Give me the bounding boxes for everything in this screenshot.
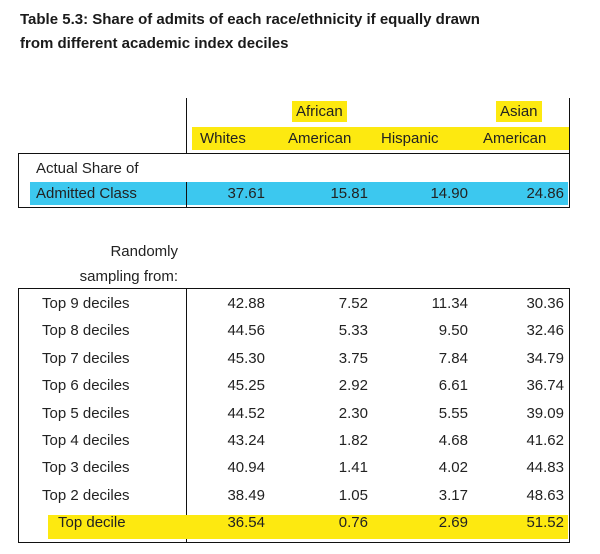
row-value-african-american: 1.82 [338,432,368,449]
actual-share-asian-american: 24.86 [526,185,564,202]
row-value-asian-american: 41.62 [526,432,564,449]
row-value-african-american: 1.41 [338,459,368,476]
actual-share-label-1: Actual Share of [36,160,139,177]
row-value-hispanic: 6.61 [438,377,468,394]
row-label: Top 9 deciles [42,295,130,312]
row-value-hispanic: 3.17 [438,487,468,504]
row-value-hispanic: 9.50 [438,322,468,339]
row-value-hispanic: 5.55 [438,405,468,422]
row-label: Top 6 deciles [42,377,130,394]
row-value-african-american: 2.92 [338,377,368,394]
sampling-table-box [18,288,570,543]
header-left-border [186,98,187,154]
header-african-line-1: African [292,101,347,122]
header-whites: Whites [200,130,246,147]
row-label: Top 3 deciles [42,459,130,476]
header-asian-line-2: American [483,130,547,147]
row-value-african-american: 1.05 [338,487,368,504]
table-title-line-1: Table 5.3: Share of admits of each race/… [20,11,480,28]
row-value-asian-american: 34.79 [526,350,564,367]
top-decile-highlight [48,515,568,539]
row-label: Top decile [58,514,126,531]
row-value-asian-american: 30.36 [526,295,564,312]
row-value-african-american: 2.30 [338,405,368,422]
row-value-asian-american: 44.83 [526,459,564,476]
actual-share-box [18,153,570,208]
row-value-whites: 44.56 [227,322,265,339]
row-value-asian-american: 39.09 [526,405,564,422]
sampling-table-divider [186,289,187,542]
header-right-border [569,98,570,154]
table-title: Table 5.3: Share of admits of each race/… [20,8,590,56]
row-value-whites: 43.24 [227,432,265,449]
row-value-whites: 45.30 [227,350,265,367]
actual-share-divider [186,182,187,207]
actual-share-highlight [30,182,568,205]
sampling-label-line-2: sampling from: [79,268,178,285]
row-value-african-american: 3.75 [338,350,368,367]
row-value-whites: 45.25 [227,377,265,394]
row-value-whites: 38.49 [227,487,265,504]
header-asian-line-1: Asian [496,101,542,122]
row-value-whites: 40.94 [227,459,265,476]
row-value-hispanic: 2.69 [438,514,468,531]
row-label: Top 7 deciles [42,350,130,367]
header-hispanic: Hispanic [381,130,439,147]
sampling-label-line-1: Randomly [110,243,178,260]
row-value-hispanic: 11.34 [431,295,468,312]
table-title-line-2: from different academic index deciles [20,35,289,52]
actual-share-african-american: 15.81 [330,185,368,202]
row-value-african-american: 7.52 [338,295,368,312]
row-value-african-american: 5.33 [338,322,368,339]
row-value-asian-american: 32.46 [526,322,564,339]
row-value-asian-american: 51.52 [526,514,564,531]
actual-share-whites: 37.61 [227,185,265,202]
actual-share-label-2: Admitted Class [36,185,137,202]
row-label: Top 2 deciles [42,487,130,504]
row-value-whites: 44.52 [227,405,265,422]
row-value-hispanic: 4.68 [438,432,468,449]
row-label: Top 4 deciles [42,432,130,449]
row-value-hispanic: 4.02 [438,459,468,476]
header-row-highlight [192,127,569,150]
row-value-african-american: 0.76 [338,514,368,531]
row-value-hispanic: 7.84 [438,350,468,367]
row-value-whites: 42.88 [227,295,265,312]
actual-share-hispanic: 14.90 [430,185,468,202]
row-value-asian-american: 36.74 [526,377,564,394]
row-value-whites: 36.54 [227,514,265,531]
row-label: Top 8 deciles [42,322,130,339]
header-african-line-2: American [288,130,352,147]
row-label: Top 5 deciles [42,405,130,422]
row-value-asian-american: 48.63 [526,487,564,504]
